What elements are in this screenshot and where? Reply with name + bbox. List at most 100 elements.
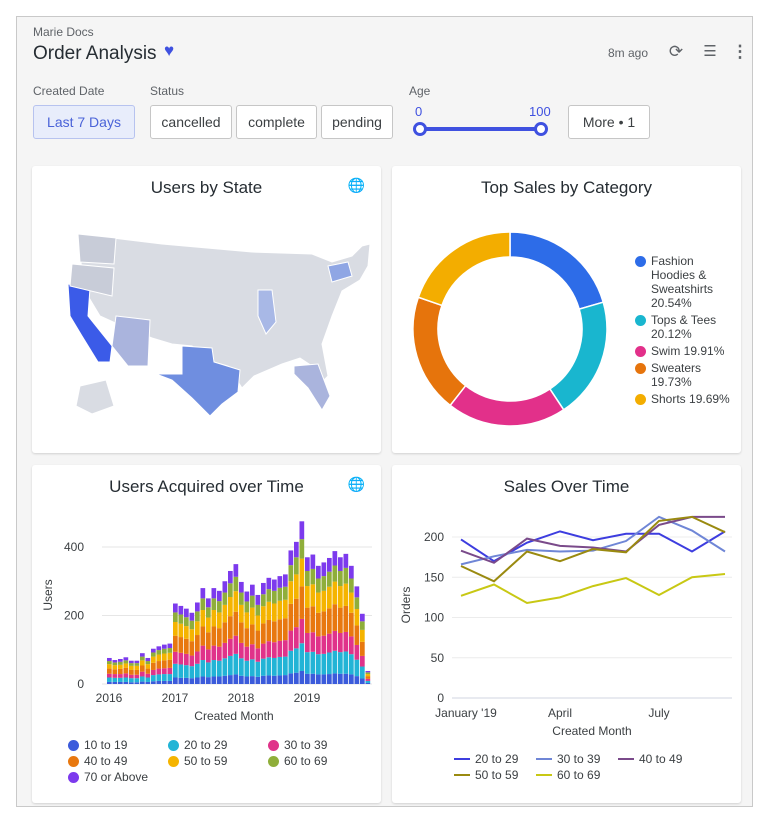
bar-segment (178, 652, 184, 665)
bar-segment (173, 612, 178, 623)
bar-segment (195, 635, 200, 652)
bar-segment (299, 539, 305, 559)
bar-segment (365, 670, 371, 673)
bar-segment (299, 586, 305, 619)
bar-segment (178, 605, 184, 615)
line-chart[interactable]: 0 50 100 150 200 January '19 April July Created … (392, 465, 741, 745)
more-vert-icon[interactable]: ⋮ (731, 42, 749, 61)
legend-item[interactable]: 30 to 39 (536, 752, 600, 766)
bar-segment (305, 570, 310, 587)
bar-segment (354, 625, 360, 645)
bar-segment (123, 660, 129, 664)
bar-segment (360, 621, 365, 630)
bar-segment (327, 674, 332, 684)
bar-segment (294, 541, 299, 558)
bar-segment (343, 567, 349, 584)
age-label: Age (409, 84, 431, 98)
stacked-bar-chart[interactable]: 0 200 400 2016 2017 2018 2019 Created Month User… (32, 465, 381, 730)
legend-item[interactable]: 30 to 39 (268, 738, 327, 752)
legend-item[interactable]: 60 to 69 (536, 768, 600, 782)
bar-segment (244, 601, 250, 613)
created-date-filter[interactable]: Last 7 Days (33, 105, 135, 139)
filter-icon[interactable]: ☰ (703, 43, 717, 60)
bar-segment (228, 638, 233, 656)
legend-label: Fashion Hoodies & Sweatshirts 20.54% (651, 254, 714, 310)
age-slider-max-handle[interactable] (534, 122, 548, 136)
bar-segment (162, 644, 167, 649)
bar-segment (244, 660, 250, 677)
legend-item[interactable]: Tops & Tees 20.12% (635, 313, 735, 341)
legend-item[interactable]: Sweaters 19.73% (635, 361, 735, 389)
bar-segment (332, 551, 338, 566)
bar-segment (145, 657, 151, 662)
x-tick-label: April (548, 706, 572, 720)
status-cancelled[interactable]: cancelled (150, 105, 232, 139)
legend-item[interactable]: 20 to 29 (168, 738, 227, 752)
bar-segment (255, 676, 261, 684)
bar-segment (261, 643, 266, 659)
legend-item[interactable]: Fashion Hoodies & Sweatshirts 20.54% (635, 254, 735, 310)
donut-chart[interactable] (392, 166, 632, 453)
status-pending[interactable]: pending (321, 105, 393, 139)
bar-segment (261, 594, 266, 607)
legend-item[interactable]: Swim 19.91% (635, 344, 735, 358)
legend-marker (635, 315, 646, 326)
bar-segment (173, 651, 178, 664)
us-map[interactable] (32, 166, 381, 453)
bar-segment (178, 664, 184, 678)
bar-segment (189, 641, 195, 656)
bar-segment (349, 636, 354, 655)
bar-segment (332, 673, 338, 684)
bar-segment (354, 597, 360, 609)
globe-icon[interactable]: 🌐 (347, 476, 365, 492)
bar-segment (173, 663, 178, 678)
refresh-icon[interactable]: ⟳ (668, 42, 684, 61)
age-slider-min-handle[interactable] (413, 122, 427, 136)
breadcrumb[interactable]: Marie Docs (33, 25, 94, 39)
bar-segment (129, 678, 134, 683)
heart-icon[interactable]: ♥ (164, 41, 175, 60)
bar-segment (173, 635, 178, 652)
more-filters-button[interactable]: More • 1 (568, 105, 650, 139)
bar-segment (233, 653, 239, 675)
bar-segment (349, 578, 354, 593)
legend-item[interactable]: 10 to 19 (68, 738, 127, 752)
bar-segment (211, 660, 217, 677)
x-tick-label: 2019 (294, 691, 321, 705)
card-title: Top Sales by Category (480, 178, 653, 197)
bar-segment (195, 677, 200, 684)
bar-segment (332, 650, 338, 674)
bar-segment (134, 660, 140, 664)
legend-label: 60 to 69 (284, 754, 328, 768)
map-state-oregon (69, 263, 115, 297)
legend-item[interactable]: 40 to 49 (618, 752, 682, 766)
bar-segment (156, 680, 162, 684)
legend-item[interactable]: 70 or Above (68, 770, 148, 784)
bar-segment (178, 614, 184, 624)
bar-segment (305, 557, 310, 571)
status-complete[interactable]: complete (236, 105, 317, 139)
bar-segment (299, 521, 305, 540)
bar-segment (200, 645, 206, 661)
legend-item[interactable]: 40 to 49 (68, 754, 127, 768)
legend-marker (635, 363, 646, 374)
bar-segment (321, 562, 327, 577)
legend-item[interactable]: 50 to 59 (454, 768, 518, 782)
globe-icon[interactable]: 🌐 (347, 177, 365, 193)
bar-segment (354, 659, 360, 677)
x-tick-label: July (648, 706, 669, 720)
donut-slice (412, 296, 467, 407)
bar-segment (129, 665, 134, 670)
bar-segment (338, 632, 343, 653)
legend-item[interactable]: 60 to 69 (268, 754, 327, 768)
legend-item[interactable]: 50 to 59 (168, 754, 227, 768)
legend-label: 50 to 59 (475, 768, 519, 782)
y-axis-title: Users (41, 579, 55, 610)
bar-segment (123, 673, 129, 678)
map-state-arizona (111, 315, 151, 367)
legend-item[interactable]: Shorts 19.69% (635, 392, 735, 406)
age-slider-track[interactable] (420, 127, 542, 131)
legend-item[interactable]: 20 to 29 (454, 752, 518, 766)
bar-segment (332, 604, 338, 631)
bar-segment (107, 657, 112, 662)
